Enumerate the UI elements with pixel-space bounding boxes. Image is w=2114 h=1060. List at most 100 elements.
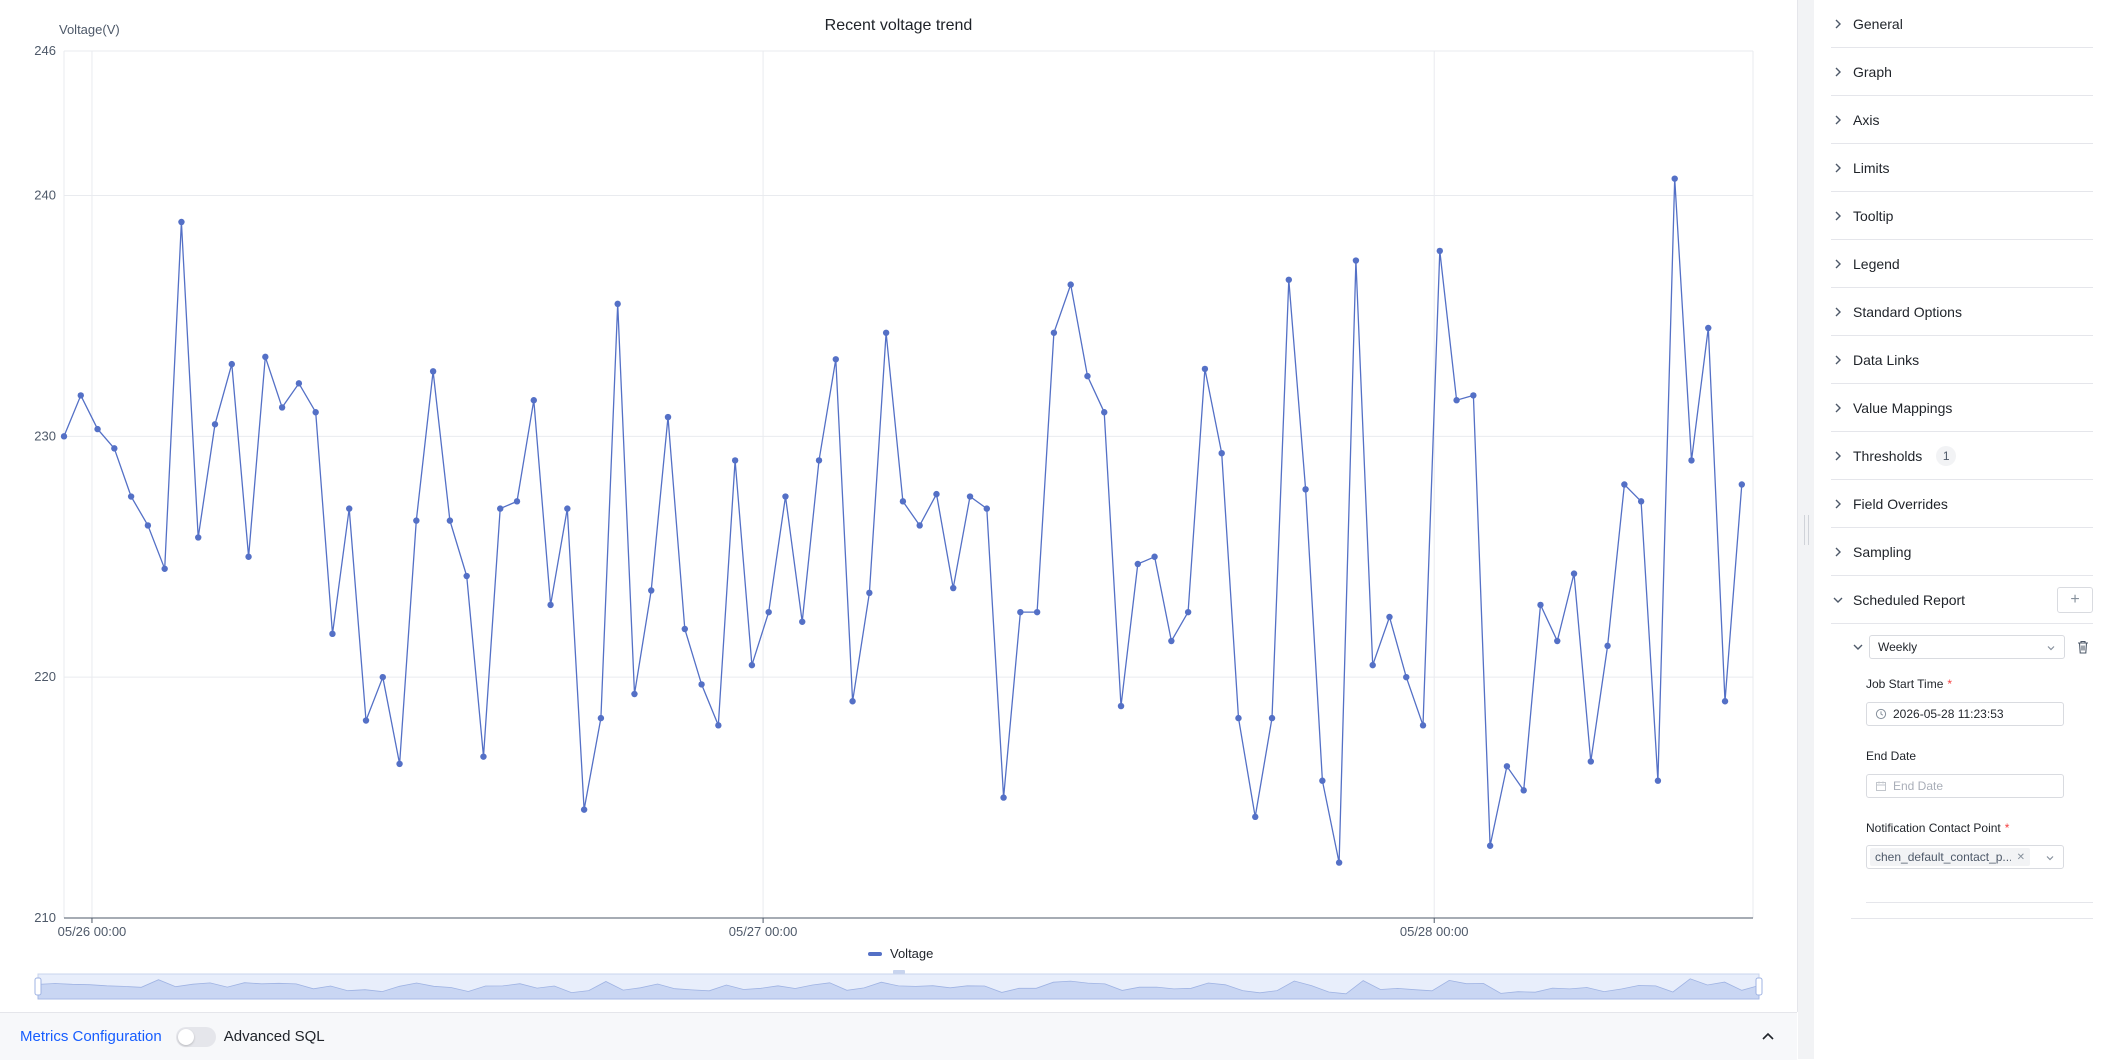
data-point[interactable] [1235,714,1242,722]
zoom-move-handle[interactable] [893,970,905,974]
data-point[interactable] [933,490,940,498]
data-point[interactable] [1453,397,1460,404]
data-point[interactable] [899,498,907,505]
data-point[interactable] [278,404,286,411]
data-point[interactable] [94,425,101,433]
data-point[interactable] [614,300,621,308]
zoom-handle-left[interactable] [34,977,42,996]
section-general[interactable]: General [1831,0,2093,48]
frequency-select[interactable]: Weekly [1869,635,2065,659]
data-point[interactable] [765,608,772,616]
data-point[interactable] [983,505,990,512]
notification-contact-select[interactable]: chen_default_contact_p... ✕ [1866,845,2064,869]
section-graph[interactable]: Graph [1831,48,2093,96]
data-point[interactable] [1302,486,1309,493]
data-point[interactable] [1335,859,1343,866]
data-point[interactable] [1386,613,1393,621]
data-point[interactable] [1285,276,1293,283]
data-point[interactable] [1084,372,1091,380]
data-point[interactable] [463,572,470,580]
data-point[interactable] [916,522,923,529]
section-field-overrides[interactable]: Field Overrides [1831,480,2093,528]
data-point[interactable] [329,630,336,638]
data-point[interactable] [396,760,403,768]
data-point[interactable] [1671,175,1678,182]
data-point[interactable] [1268,714,1276,722]
section-value-mappings[interactable]: Value Mappings [1831,384,2093,432]
data-point[interactable] [513,498,521,505]
data-point[interactable] [1554,637,1561,645]
data-point[interactable] [1721,698,1729,705]
section-legend[interactable]: Legend [1831,240,2093,288]
data-point[interactable] [1218,449,1225,457]
section-thresholds[interactable]: Thresholds 1 [1831,432,2093,480]
data-point[interactable] [799,618,806,625]
data-point[interactable] [1134,560,1142,568]
data-point[interactable] [1570,570,1578,577]
data-point[interactable] [1486,842,1494,849]
trash-icon[interactable] [2075,639,2091,655]
zoom-handle-right[interactable] [1755,977,1763,996]
data-point[interactable] [127,493,135,500]
data-point[interactable] [1436,247,1444,255]
data-point[interactable] [664,413,672,421]
data-point[interactable] [295,380,303,387]
data-point[interactable] [1520,787,1527,794]
data-point[interactable] [1587,758,1595,765]
data-point[interactable] [1403,673,1410,681]
data-point[interactable] [1470,392,1477,399]
data-point[interactable] [446,517,454,524]
data-point[interactable] [950,584,957,592]
data-point[interactable] [1101,409,1108,416]
data-point[interactable] [1654,777,1662,784]
data-point[interactable] [731,457,739,464]
chevron-down-icon[interactable] [1851,640,1865,654]
data-point[interactable] [849,698,856,705]
data-point[interactable] [1604,642,1611,650]
data-point[interactable] [379,673,386,681]
advanced-sql-toggle[interactable] [175,1026,216,1047]
data-point[interactable] [1117,702,1125,710]
data-point[interactable] [1184,608,1192,616]
add-report-button[interactable]: + [2057,587,2093,613]
section-axis[interactable]: Axis [1831,96,2093,144]
data-point[interactable] [429,368,437,375]
data-point[interactable] [77,392,84,399]
data-point[interactable] [715,722,722,729]
panel-splitter[interactable] [1798,0,1814,1059]
data-point[interactable] [312,409,319,416]
data-point[interactable] [1201,365,1209,373]
data-point[interactable] [413,517,420,524]
data-point[interactable] [966,493,974,500]
data-point[interactable] [1252,813,1259,821]
data-point[interactable] [228,360,235,368]
data-point[interactable] [1067,281,1074,288]
data-point[interactable] [564,505,571,512]
close-icon[interactable]: ✕ [2016,851,2025,863]
data-point[interactable] [195,534,202,541]
data-point[interactable] [111,445,118,452]
data-point[interactable] [1050,329,1058,336]
data-point[interactable] [547,601,554,609]
data-point[interactable] [782,493,789,500]
data-point[interactable] [815,457,823,464]
data-point[interactable] [1621,481,1628,488]
data-point[interactable] [882,329,890,336]
data-point[interactable] [698,681,705,688]
data-point[interactable] [1352,257,1360,264]
data-point[interactable] [161,565,168,572]
data-point[interactable] [1738,481,1746,488]
section-tooltip[interactable]: Tooltip [1831,192,2093,240]
chart-legend[interactable]: Voltage [868,946,933,961]
data-point[interactable] [580,806,588,813]
data-point[interactable] [262,353,269,361]
section-limits[interactable]: Limits [1831,144,2093,192]
data-point[interactable] [144,522,152,529]
data-point[interactable] [597,714,605,722]
data-point[interactable] [1168,637,1175,645]
data-point[interactable] [1503,763,1511,770]
job-start-time-input[interactable]: 2026-05-28 11:23:53 [1866,702,2064,726]
data-point[interactable] [1017,608,1024,616]
data-point[interactable] [1419,722,1427,729]
data-point[interactable] [1151,553,1158,560]
